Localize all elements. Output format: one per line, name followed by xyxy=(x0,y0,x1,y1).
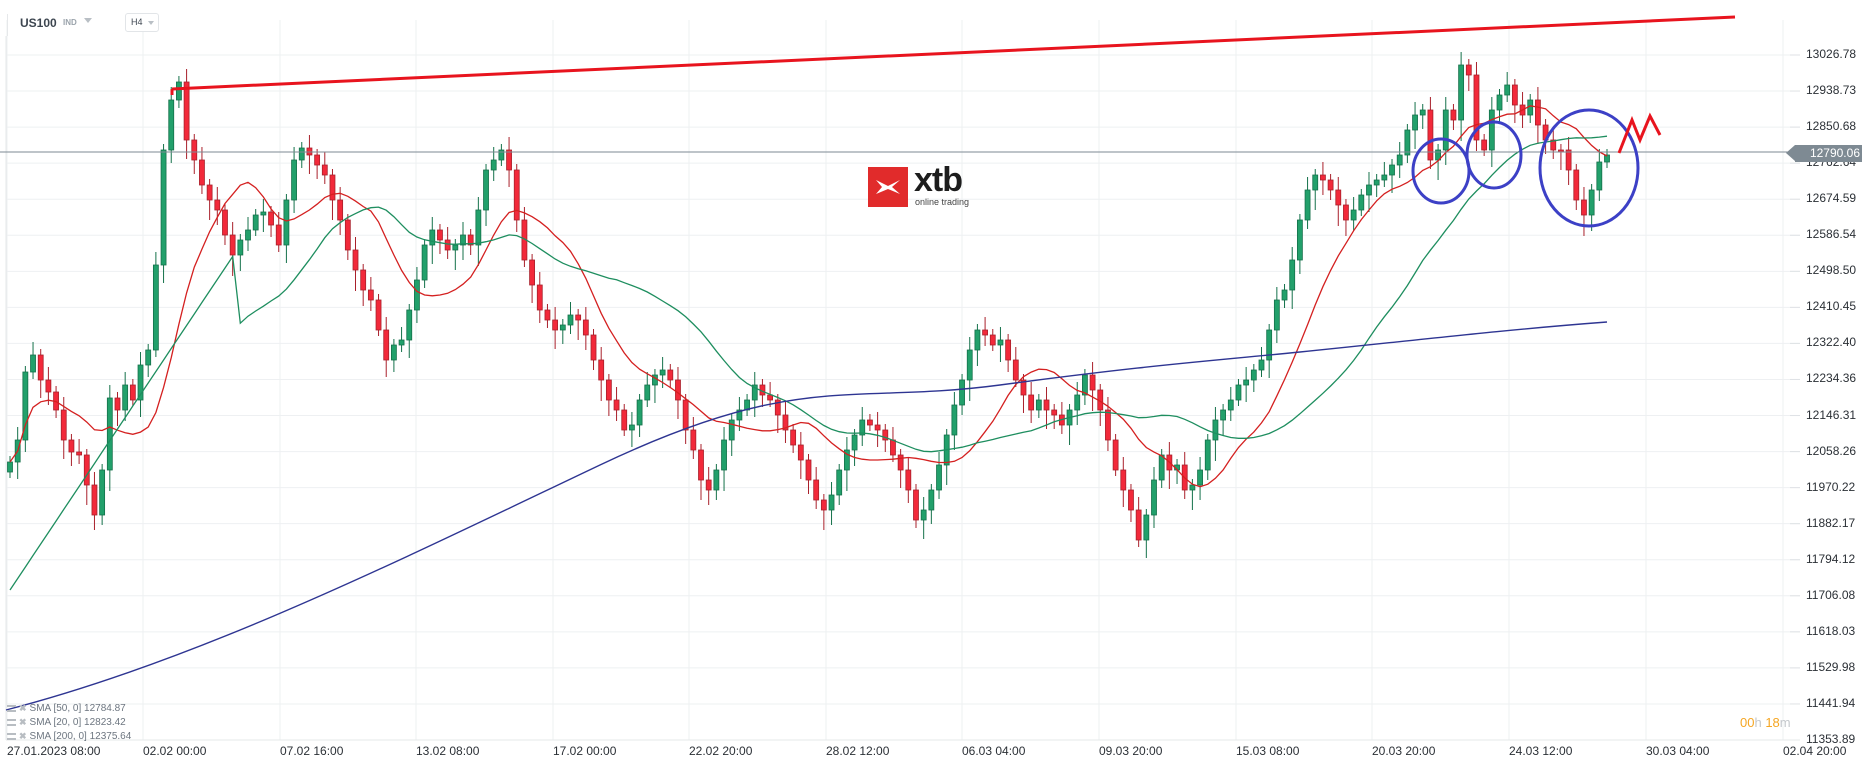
timeframe-select[interactable]: H4 xyxy=(125,13,159,32)
symbol-type: IND xyxy=(63,18,77,27)
chart-header: US100 IND H4 xyxy=(0,0,1866,36)
legend-sma-20[interactable]: ✖ SMA [20, 0] 12823.42 xyxy=(7,717,126,728)
price-tick-label: 12234.36 xyxy=(1806,371,1857,386)
time-tick-label: 24.03 12:00 xyxy=(1509,744,1573,758)
time-tick-label: 20.03 20:00 xyxy=(1372,744,1436,758)
price-tick-label: 11882.17 xyxy=(1806,515,1856,530)
price-tick-label: 11529.98 xyxy=(1806,659,1856,674)
price-tick-label: 11353.89 xyxy=(1806,732,1856,746)
price-tick-label: 11618.03 xyxy=(1806,623,1856,638)
xtb-logo: xtb online trading xyxy=(868,161,978,209)
timer-minutes-unit: m xyxy=(1779,715,1791,730)
timer-hours-unit: h xyxy=(1754,715,1762,730)
time-tick-label: 22.02 20:00 xyxy=(689,744,753,758)
price-tick-label: 12674.59 xyxy=(1806,191,1857,206)
legend-label: SMA [50, 0] 12784.87 xyxy=(29,703,126,714)
price-tick-label: 11441.94 xyxy=(1806,695,1856,710)
price-tick-label: 12410.45 xyxy=(1806,299,1857,314)
legend-label: SMA [20, 0] 12823.42 xyxy=(29,717,126,728)
legend-label: SMA [200, 0] 12375.64 xyxy=(29,731,132,742)
time-tick-label: 15.03 08:00 xyxy=(1236,744,1300,758)
price-tick-label: 11794.12 xyxy=(1806,551,1856,566)
timer-hours: 00 xyxy=(1740,715,1755,730)
settings-lines-icon[interactable] xyxy=(7,719,16,726)
close-icon[interactable]: ✖ xyxy=(19,717,27,727)
time-tick-label: 09.03 20:00 xyxy=(1099,744,1163,758)
current-price-tag: 12790.06 xyxy=(1786,145,1862,162)
time-tick-label: 06.03 04:00 xyxy=(962,744,1026,758)
close-icon[interactable]: ✖ xyxy=(19,731,27,741)
time-tick-label: 30.03 04:00 xyxy=(1646,744,1710,758)
time-tick-label: 07.02 16:00 xyxy=(280,744,344,758)
price-tick-label: 12498.50 xyxy=(1806,263,1857,278)
price-tick-label: 11970.22 xyxy=(1806,479,1856,494)
price-tick-label: 12586.54 xyxy=(1806,227,1857,242)
xtb-logo-mark-icon xyxy=(868,167,908,207)
time-tick-label: 13.02 08:00 xyxy=(416,744,480,758)
logo-brand: xtb xyxy=(914,161,963,199)
time-tick-label: 27.01.2023 08:00 xyxy=(7,744,101,758)
symbol-name[interactable]: US100 xyxy=(20,16,57,30)
chevron-down-icon xyxy=(148,21,154,25)
legend-sma-200[interactable]: ✖ SMA [200, 0] 12375.64 xyxy=(7,731,131,742)
settings-lines-icon[interactable] xyxy=(7,705,16,712)
legend-sma-50[interactable]: ✖ SMA [50, 0] 12784.87 xyxy=(7,703,126,714)
close-icon[interactable]: ✖ xyxy=(19,703,27,713)
time-tick-label: 02.02 00:00 xyxy=(143,744,207,758)
settings-lines-icon[interactable] xyxy=(7,733,16,740)
header-divider xyxy=(7,14,8,36)
candle-countdown-timer: 00h 18m xyxy=(1740,715,1791,730)
logo-tagline: online trading xyxy=(915,197,970,207)
price-tick-label: 12850.68 xyxy=(1806,119,1857,134)
timeframe-label: H4 xyxy=(131,17,143,27)
time-tick-label: 28.02 12:00 xyxy=(826,744,890,758)
price-tick-label: 12058.26 xyxy=(1806,443,1857,458)
timer-minutes: 18 xyxy=(1765,715,1780,730)
price-tick-label: 12146.31 xyxy=(1806,407,1857,422)
symbol-dropdown-caret-icon[interactable] xyxy=(84,18,92,23)
price-tick-label: 13026.78 xyxy=(1806,47,1857,61)
time-tick-label: 02.04 20:00 xyxy=(1783,744,1847,758)
time-tick-label: 17.02 00:00 xyxy=(553,744,617,758)
price-tick-label: 12322.40 xyxy=(1806,335,1857,350)
price-tick-label: 12938.73 xyxy=(1806,83,1857,98)
price-tick-label: 11706.08 xyxy=(1806,587,1856,602)
